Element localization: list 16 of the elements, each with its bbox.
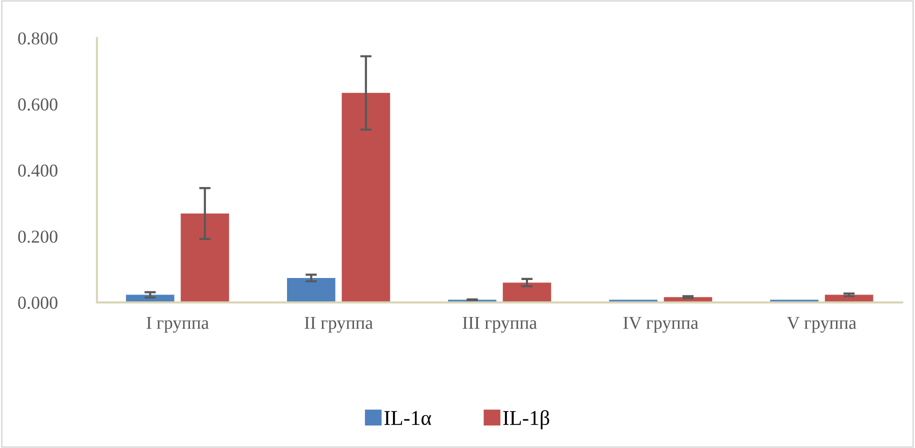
x-tick-label: I группа bbox=[146, 316, 209, 333]
bar bbox=[180, 214, 230, 302]
y-tick-label: 0.800 bbox=[18, 32, 58, 45]
y-tick-label: 0.600 bbox=[18, 98, 58, 111]
x-tick-label: V группа bbox=[786, 316, 856, 333]
legend-label: IL-1α bbox=[384, 411, 432, 426]
bar bbox=[287, 278, 336, 302]
legend-label: IL-1β bbox=[503, 410, 550, 430]
y-tick-label: 0.400 bbox=[18, 164, 58, 177]
bar bbox=[342, 92, 390, 302]
bar bbox=[502, 282, 552, 302]
y-tick-label: 0.000 bbox=[18, 296, 58, 309]
x-tick-label: IV группа bbox=[623, 316, 698, 333]
x-tick-label: II группа bbox=[304, 316, 373, 333]
y-tick-label: 0.200 bbox=[18, 230, 58, 243]
x-tick-label: III группа bbox=[462, 316, 537, 333]
